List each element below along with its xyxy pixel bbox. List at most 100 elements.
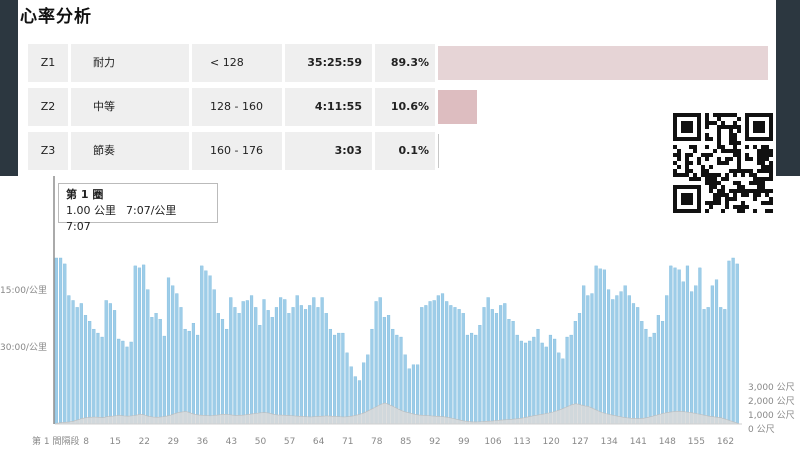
pace-bar[interactable] [229, 297, 233, 425]
pace-bar[interactable] [349, 366, 353, 425]
pace-bar[interactable] [220, 319, 225, 425]
pace-bar[interactable] [345, 352, 349, 425]
pace-bar[interactable] [270, 317, 274, 425]
pace-bar[interactable] [241, 301, 245, 425]
pace-bar[interactable] [631, 303, 636, 425]
pace-bar[interactable] [216, 313, 220, 425]
pace-bar[interactable] [457, 309, 461, 425]
pace-bar[interactable] [677, 269, 681, 425]
pace-bar[interactable] [523, 342, 528, 425]
pace-bar[interactable] [690, 291, 694, 425]
pace-bar[interactable] [669, 265, 673, 425]
pace-bar[interactable] [63, 263, 67, 425]
pace-bar[interactable] [602, 269, 606, 425]
pace-bar[interactable] [582, 285, 586, 425]
pace-bar[interactable] [262, 299, 266, 425]
pace-bar[interactable] [548, 334, 553, 425]
pace-bar[interactable] [681, 281, 685, 425]
pace-bar[interactable] [79, 303, 83, 425]
pace-bar[interactable] [121, 340, 125, 425]
pace-bar[interactable] [195, 334, 200, 425]
pace-bar[interactable] [594, 265, 598, 425]
pace-bar[interactable] [83, 315, 88, 425]
pace-bar[interactable] [320, 297, 324, 425]
pace-bar[interactable] [461, 313, 465, 425]
pace-bar[interactable] [324, 313, 328, 425]
pace-bar[interactable] [112, 310, 117, 425]
pace-bar[interactable] [328, 328, 332, 425]
pace-bar[interactable] [478, 325, 482, 425]
pace-bar[interactable] [528, 340, 532, 425]
pace-bar[interactable] [440, 293, 445, 425]
pace-bar[interactable] [295, 295, 299, 425]
pace-bar[interactable] [88, 321, 92, 425]
pace-bar[interactable] [59, 257, 63, 425]
pace-bar[interactable] [291, 307, 295, 425]
pace-bar[interactable] [731, 257, 735, 425]
pace-bar[interactable] [719, 307, 723, 425]
pace-bar[interactable] [299, 305, 303, 425]
pace-bar[interactable] [208, 275, 212, 425]
pace-bar[interactable] [92, 328, 96, 425]
pace-bar[interactable] [424, 305, 428, 425]
pace-bar[interactable] [714, 279, 719, 425]
pace-bar[interactable] [640, 321, 644, 425]
pace-bar[interactable] [117, 338, 121, 425]
pace-bar[interactable] [540, 342, 544, 425]
pace-bar[interactable] [623, 285, 627, 425]
pace-bar[interactable] [685, 265, 690, 425]
pace-bar[interactable] [420, 307, 424, 425]
pace-bar[interactable] [183, 328, 187, 425]
pace-bar[interactable] [644, 328, 648, 425]
pace-bar[interactable] [75, 307, 79, 425]
pace-bar[interactable] [166, 277, 171, 425]
pace-bar[interactable] [225, 328, 229, 425]
pace-bar[interactable] [150, 317, 154, 425]
pace-bar[interactable] [162, 335, 166, 425]
pace-bar[interactable] [673, 267, 677, 425]
pace-bar[interactable] [465, 334, 469, 425]
pace-bar[interactable] [710, 285, 714, 425]
pace-bar[interactable] [212, 289, 216, 425]
pace-bar[interactable] [312, 297, 316, 425]
pace-bar[interactable] [337, 332, 341, 425]
pace-bar[interactable] [245, 300, 249, 425]
pace-bar[interactable] [648, 336, 652, 425]
pace-bar[interactable] [266, 310, 270, 425]
pace-bar[interactable] [100, 336, 104, 425]
pace-bar[interactable] [482, 307, 486, 425]
pace-bar[interactable] [494, 313, 499, 425]
pace-bar[interactable] [445, 301, 449, 425]
pace-bar[interactable] [179, 307, 183, 425]
pace-bar[interactable] [191, 323, 195, 425]
pace-bar[interactable] [469, 332, 474, 425]
pace-bar[interactable] [108, 303, 112, 425]
pace-bar[interactable] [532, 336, 536, 425]
pace-bar[interactable] [287, 313, 291, 425]
pace-bar[interactable] [727, 260, 731, 425]
pace-bar[interactable] [129, 341, 133, 425]
pace-bar[interactable] [544, 346, 548, 425]
pace-bar[interactable] [698, 267, 702, 425]
pace-bar[interactable] [499, 305, 503, 425]
pace-bar[interactable] [636, 307, 640, 425]
pace-bar[interactable] [154, 313, 158, 425]
pace-bar[interactable] [598, 268, 602, 425]
pace-bar[interactable] [200, 265, 204, 425]
pace-bar[interactable] [694, 285, 698, 425]
pace-bar[interactable] [237, 313, 241, 425]
pace-bar[interactable] [54, 257, 58, 425]
pace-bar[interactable] [96, 332, 100, 425]
pace-bar[interactable] [142, 264, 146, 425]
pace-bar[interactable] [316, 307, 320, 425]
pace-bar[interactable] [723, 309, 727, 425]
pace-bar[interactable] [258, 325, 262, 425]
pace-chart[interactable]: 15:00/公里 30:00/公里 3,000 公尺 2,000 公尺 1,00… [0, 176, 800, 450]
pace-bar[interactable] [511, 321, 515, 425]
pace-bar[interactable] [607, 289, 611, 425]
pace-bar[interactable] [586, 295, 590, 425]
pace-bar[interactable] [204, 270, 208, 425]
pace-bar[interactable] [474, 334, 478, 425]
pace-bar[interactable] [254, 307, 258, 425]
pace-bar[interactable] [519, 340, 523, 425]
